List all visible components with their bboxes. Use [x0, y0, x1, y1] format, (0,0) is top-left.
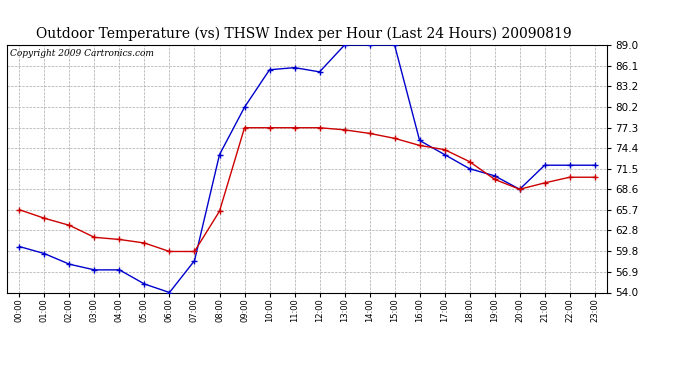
- Text: Outdoor Temperature (vs) THSW Index per Hour (Last 24 Hours) 20090819: Outdoor Temperature (vs) THSW Index per …: [36, 26, 571, 40]
- Text: Copyright 2009 Cartronics.com: Copyright 2009 Cartronics.com: [10, 49, 154, 58]
